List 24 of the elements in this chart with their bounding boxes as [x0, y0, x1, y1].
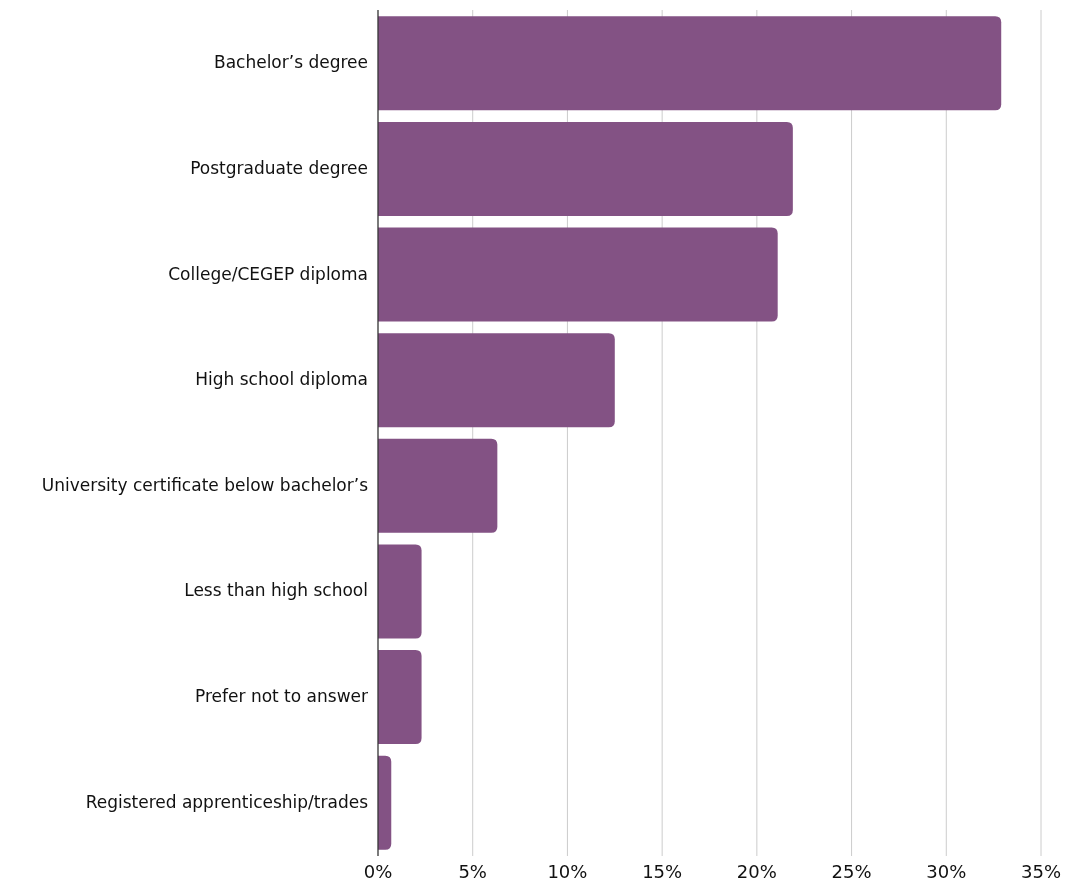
x-tick-label: 5%	[458, 861, 487, 882]
y-tick-label: Postgraduate degree	[190, 157, 368, 178]
bar	[378, 227, 778, 322]
x-tick-label: 25%	[831, 861, 872, 882]
x-tick-label: 10%	[547, 861, 588, 882]
y-tick-label: Less than high school	[184, 580, 368, 601]
x-tick-label: 0%	[363, 861, 393, 882]
bar	[378, 16, 1002, 111]
bar	[378, 650, 422, 745]
y-tick-label: Prefer not to answer	[195, 686, 369, 707]
bar	[378, 438, 498, 533]
bar	[378, 333, 615, 428]
x-tick-label: 15%	[642, 861, 683, 882]
y-tick-label: University certificate below bachelor’s	[41, 474, 369, 495]
bar	[378, 755, 392, 850]
y-tick-label: Bachelor’s degree	[213, 52, 368, 73]
y-tick-label: College/CEGEP diploma	[168, 263, 368, 284]
x-tick-label: 30%	[926, 861, 967, 882]
y-tick-label: Registered apprenticeship/trades	[85, 791, 369, 812]
y-tick-label: High school diploma	[195, 369, 368, 390]
x-tick-label: 35%	[1020, 861, 1062, 882]
bar	[378, 544, 422, 639]
x-tick-label: 20%	[736, 861, 777, 882]
bar	[378, 121, 793, 216]
